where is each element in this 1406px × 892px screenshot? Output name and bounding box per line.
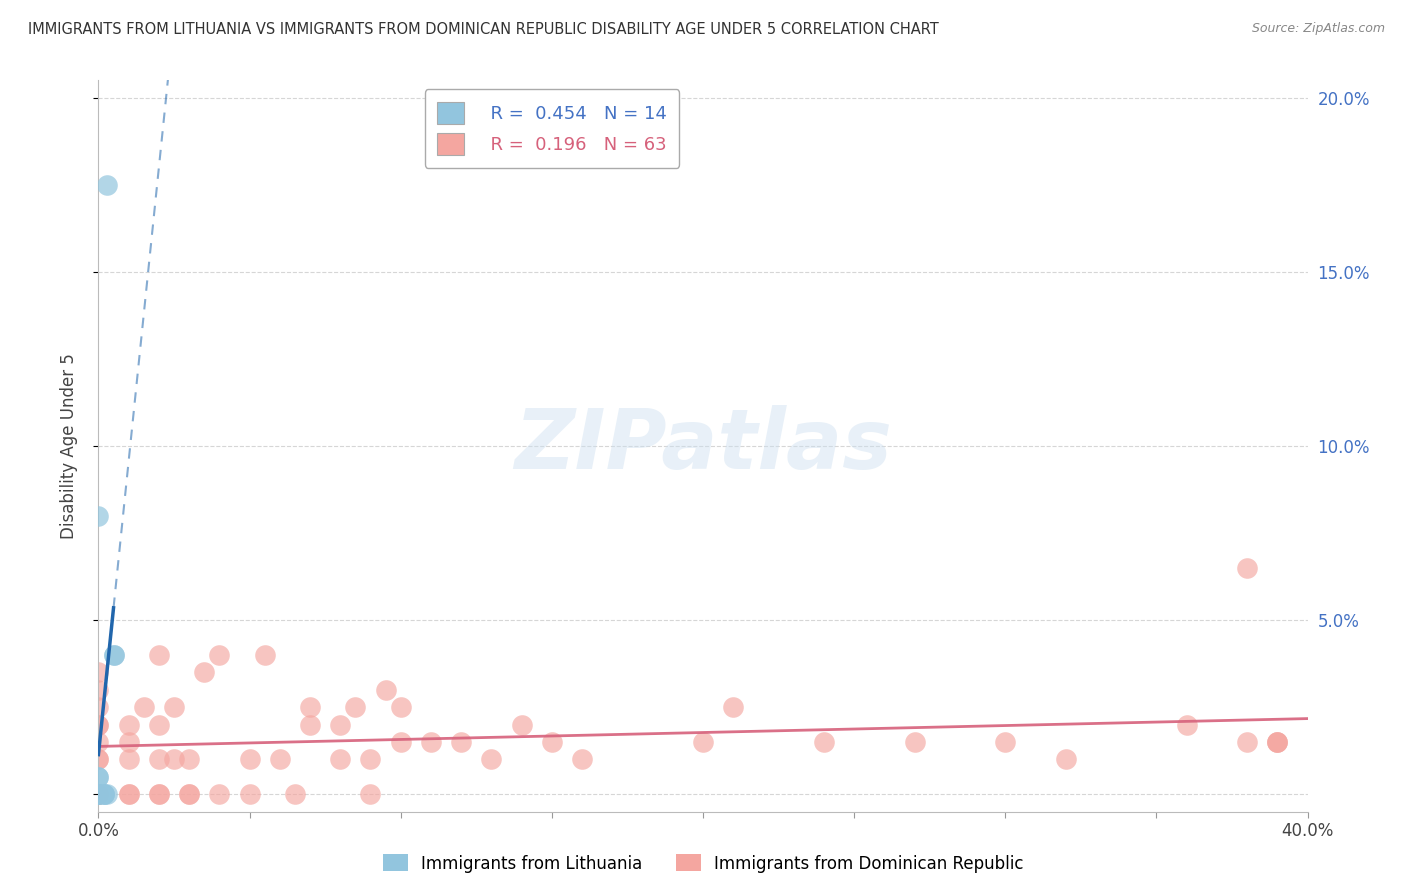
Point [87,787,110,801]
Point [450,735,472,749]
Point [87,770,110,784]
Point [1236,561,1258,575]
Point [481,752,503,766]
Text: IMMIGRANTS FROM LITHUANIA VS IMMIGRANTS FROM DOMINICAN REPUBLIC DISABILITY AGE U: IMMIGRANTS FROM LITHUANIA VS IMMIGRANTS … [28,22,939,37]
Point [118,735,141,749]
Point [329,752,352,766]
Point [87,682,110,697]
Point [148,648,170,662]
Point [179,787,201,801]
Point [103,648,125,662]
Point [420,735,443,749]
Point [571,752,593,766]
Point [360,752,382,766]
Text: Source: ZipAtlas.com: Source: ZipAtlas.com [1251,22,1385,36]
Point [87,700,110,714]
Point [87,787,110,801]
Point [360,787,382,801]
Point [389,735,412,749]
Point [118,752,141,766]
Point [904,735,927,749]
Point [87,665,110,680]
Point [253,648,276,662]
Point [148,787,170,801]
Point [389,700,412,714]
Point [103,648,125,662]
Point [96,787,118,801]
Point [87,787,110,801]
Point [1267,735,1289,749]
Point [193,665,215,680]
Point [374,682,396,697]
Point [179,752,201,766]
Point [208,787,231,801]
Text: ZIPatlas: ZIPatlas [515,406,891,486]
Point [118,717,141,731]
Point [994,735,1017,749]
Point [208,648,231,662]
Point [284,787,307,801]
Point [540,735,562,749]
Point [118,787,141,801]
Point [1267,735,1289,749]
Point [87,770,110,784]
Point [329,717,352,731]
Point [93,787,115,801]
Point [87,735,110,749]
Point [163,752,186,766]
Point [87,717,110,731]
Point [299,700,322,714]
Point [132,700,155,714]
Point [692,735,714,749]
Point [93,787,115,801]
Point [148,717,170,731]
Point [239,752,262,766]
Legend: Immigrants from Lithuania, Immigrants from Dominican Republic: Immigrants from Lithuania, Immigrants fr… [375,847,1031,880]
Point [96,178,118,192]
Point [87,508,110,523]
Legend:   R =  0.454   N = 14,   R =  0.196   N = 63: R = 0.454 N = 14, R = 0.196 N = 63 [425,89,679,168]
Point [510,717,533,731]
Point [118,787,141,801]
Point [269,752,291,766]
Point [239,787,262,801]
Point [87,717,110,731]
Point [344,700,367,714]
Point [148,752,170,766]
Point [1175,717,1198,731]
Point [87,787,110,801]
Point [148,787,170,801]
Point [1236,735,1258,749]
Point [179,787,201,801]
Point [813,735,835,749]
Y-axis label: Disability Age Under 5: Disability Age Under 5 [59,353,77,539]
Point [87,752,110,766]
Point [723,700,745,714]
Point [87,787,110,801]
Point [93,787,115,801]
Point [87,787,110,801]
Point [299,717,322,731]
Point [87,752,110,766]
Point [1054,752,1077,766]
Point [87,787,110,801]
Point [1267,735,1289,749]
Point [163,700,186,714]
